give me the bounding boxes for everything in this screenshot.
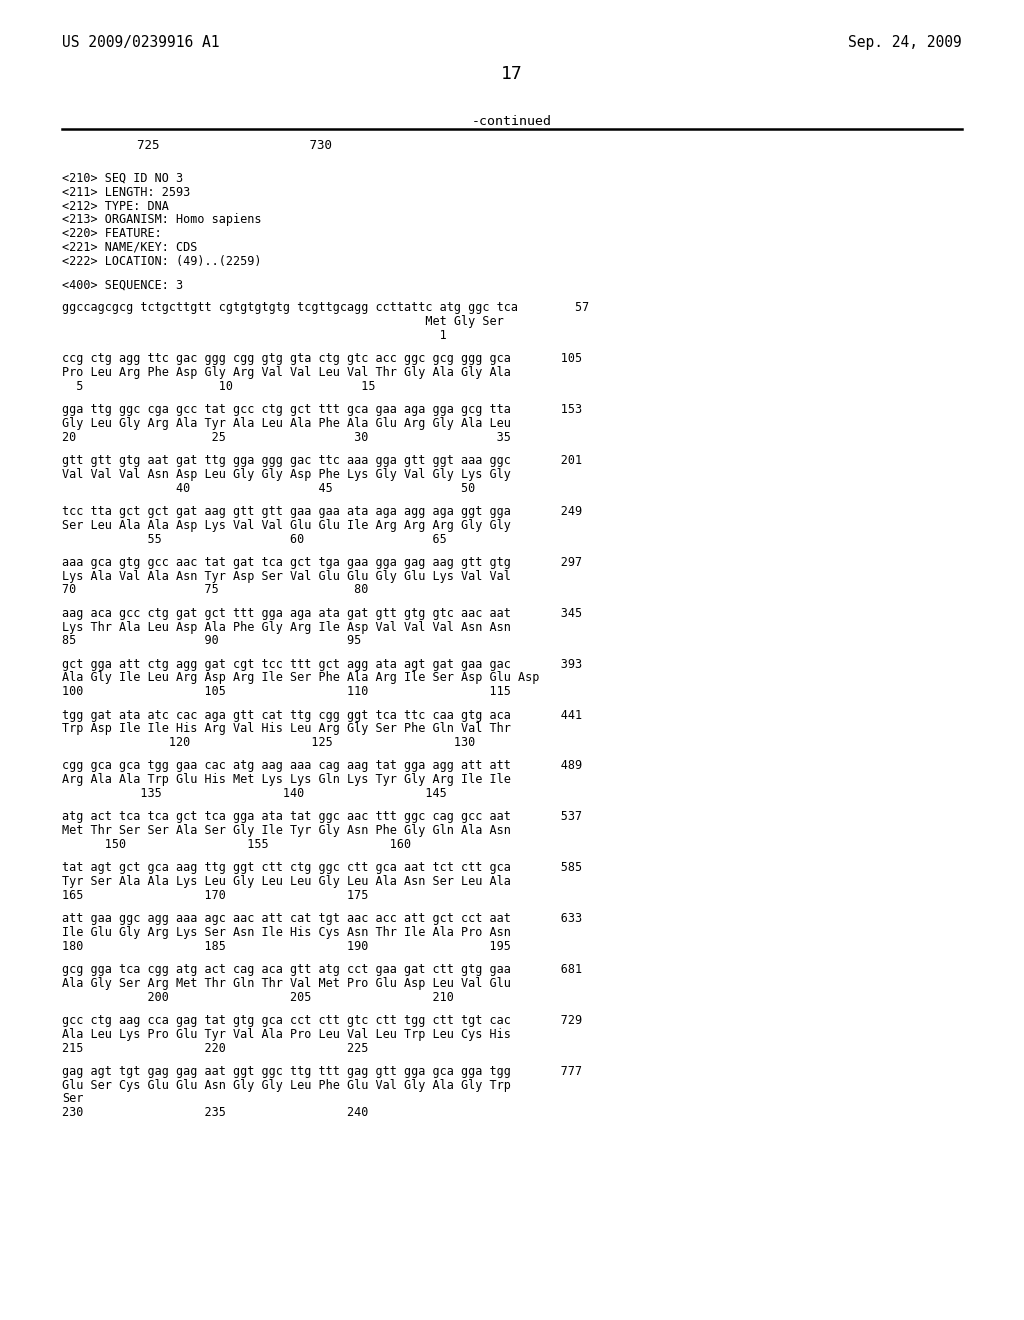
Text: gcc ctg aag cca gag tat gtg gca cct ctt gtc ctt tgg ctt tgt cac       729: gcc ctg aag cca gag tat gtg gca cct ctt … — [62, 1014, 582, 1027]
Text: tcc tta gct gct gat aag gtt gtt gaa gaa ata aga agg aga ggt gga       249: tcc tta gct gct gat aag gtt gtt gaa gaa … — [62, 506, 582, 517]
Text: Met Gly Ser: Met Gly Ser — [62, 315, 504, 329]
Text: 20                   25                  30                  35: 20 25 30 35 — [62, 430, 511, 444]
Text: 215                 220                 225: 215 220 225 — [62, 1041, 369, 1055]
Text: <220> FEATURE:: <220> FEATURE: — [62, 227, 162, 240]
Text: Ser Leu Ala Ala Asp Lys Val Val Glu Glu Ile Arg Arg Arg Gly Gly: Ser Leu Ala Ala Asp Lys Val Val Glu Glu … — [62, 519, 511, 532]
Text: <210> SEQ ID NO 3: <210> SEQ ID NO 3 — [62, 172, 183, 185]
Text: Arg Ala Ala Trp Glu His Met Lys Lys Gln Lys Tyr Gly Arg Ile Ile: Arg Ala Ala Trp Glu His Met Lys Lys Gln … — [62, 774, 511, 787]
Text: tat agt gct gca aag ttg ggt ctt ctg ggc ctt gca aat tct ctt gca       585: tat agt gct gca aag ttg ggt ctt ctg ggc … — [62, 861, 582, 874]
Text: tgg gat ata atc cac aga gtt cat ttg cgg ggt tca ttc caa gtg aca       441: tgg gat ata atc cac aga gtt cat ttg cgg … — [62, 709, 582, 722]
Text: <222> LOCATION: (49)..(2259): <222> LOCATION: (49)..(2259) — [62, 255, 261, 268]
Text: Glu Ser Cys Glu Glu Asn Gly Gly Leu Phe Glu Val Gly Ala Gly Trp: Glu Ser Cys Glu Glu Asn Gly Gly Leu Phe … — [62, 1078, 511, 1092]
Text: atg act tca tca gct tca gga ata tat ggc aac ttt ggc cag gcc aat       537: atg act tca tca gct tca gga ata tat ggc … — [62, 810, 582, 824]
Text: Lys Thr Ala Leu Asp Ala Phe Gly Arg Ile Asp Val Val Val Asn Asn: Lys Thr Ala Leu Asp Ala Phe Gly Arg Ile … — [62, 620, 511, 634]
Text: Ser: Ser — [62, 1093, 83, 1105]
Text: 165                 170                 175: 165 170 175 — [62, 888, 369, 902]
Text: aaa gca gtg gcc aac tat gat tca gct tga gaa gga gag aag gtt gtg       297: aaa gca gtg gcc aac tat gat tca gct tga … — [62, 556, 582, 569]
Text: ccg ctg agg ttc gac ggg cgg gtg gta ctg gtc acc ggc gcg ggg gca       105: ccg ctg agg ttc gac ggg cgg gtg gta ctg … — [62, 352, 582, 366]
Text: Met Thr Ser Ser Ala Ser Gly Ile Tyr Gly Asn Phe Gly Gln Ala Asn: Met Thr Ser Ser Ala Ser Gly Ile Tyr Gly … — [62, 824, 511, 837]
Text: aag aca gcc ctg gat gct ttt gga aga ata gat gtt gtg gtc aac aat       345: aag aca gcc ctg gat gct ttt gga aga ata … — [62, 607, 582, 620]
Text: Ala Leu Lys Pro Glu Tyr Val Ala Pro Leu Val Leu Trp Leu Cys His: Ala Leu Lys Pro Glu Tyr Val Ala Pro Leu … — [62, 1028, 511, 1040]
Text: <211> LENGTH: 2593: <211> LENGTH: 2593 — [62, 186, 190, 199]
Text: ggccagcgcg tctgcttgtt cgtgtgtgtg tcgttgcagg ccttattc atg ggc tca        57: ggccagcgcg tctgcttgtt cgtgtgtgtg tcgttgc… — [62, 301, 589, 314]
Text: Ile Glu Gly Arg Lys Ser Asn Ile His Cys Asn Thr Ile Ala Pro Asn: Ile Glu Gly Arg Lys Ser Asn Ile His Cys … — [62, 927, 511, 939]
Text: 725                    730: 725 730 — [62, 139, 332, 152]
Text: att gaa ggc agg aaa agc aac att cat tgt aac acc att gct cct aat       633: att gaa ggc agg aaa agc aac att cat tgt … — [62, 912, 582, 925]
Text: gtt gtt gtg aat gat ttg gga ggg gac ttc aaa gga gtt ggt aaa ggc       201: gtt gtt gtg aat gat ttg gga ggg gac ttc … — [62, 454, 582, 467]
Text: gcg gga tca cgg atg act cag aca gtt atg cct gaa gat ctt gtg gaa       681: gcg gga tca cgg atg act cag aca gtt atg … — [62, 964, 582, 975]
Text: Tyr Ser Ala Ala Lys Leu Gly Leu Leu Gly Leu Ala Asn Ser Leu Ala: Tyr Ser Ala Ala Lys Leu Gly Leu Leu Gly … — [62, 875, 511, 888]
Text: gga ttg ggc cga gcc tat gcc ctg gct ttt gca gaa aga gga gcg tta       153: gga ttg ggc cga gcc tat gcc ctg gct ttt … — [62, 403, 582, 416]
Text: 200                 205                 210: 200 205 210 — [62, 991, 454, 1003]
Text: <213> ORGANISM: Homo sapiens: <213> ORGANISM: Homo sapiens — [62, 214, 261, 227]
Text: Val Val Val Asn Asp Leu Gly Gly Asp Phe Lys Gly Val Gly Lys Gly: Val Val Val Asn Asp Leu Gly Gly Asp Phe … — [62, 467, 511, 480]
Text: 120                 125                 130: 120 125 130 — [62, 737, 475, 750]
Text: <221> NAME/KEY: CDS: <221> NAME/KEY: CDS — [62, 242, 198, 253]
Text: 180                 185                 190                 195: 180 185 190 195 — [62, 940, 511, 953]
Text: 100                 105                 110                 115: 100 105 110 115 — [62, 685, 511, 698]
Text: 230                 235                 240: 230 235 240 — [62, 1106, 369, 1119]
Text: gag agt tgt gag gag aat ggt ggc ttg ttt gag gtt gga gca gga tgg       777: gag agt tgt gag gag aat ggt ggc ttg ttt … — [62, 1065, 582, 1078]
Text: cgg gca gca tgg gaa cac atg aag aaa cag aag tat gga agg att att       489: cgg gca gca tgg gaa cac atg aag aaa cag … — [62, 759, 582, 772]
Text: Ala Gly Ile Leu Arg Asp Arg Ile Ser Phe Ala Arg Ile Ser Asp Glu Asp: Ala Gly Ile Leu Arg Asp Arg Ile Ser Phe … — [62, 672, 540, 685]
Text: 135                 140                 145: 135 140 145 — [62, 787, 446, 800]
Text: 55                  60                  65: 55 60 65 — [62, 532, 446, 545]
Text: 85                  90                  95: 85 90 95 — [62, 635, 361, 647]
Text: Ala Gly Ser Arg Met Thr Gln Thr Val Met Pro Glu Asp Leu Val Glu: Ala Gly Ser Arg Met Thr Gln Thr Val Met … — [62, 977, 511, 990]
Text: Gly Leu Gly Arg Ala Tyr Ala Leu Ala Phe Ala Glu Arg Gly Ala Leu: Gly Leu Gly Arg Ala Tyr Ala Leu Ala Phe … — [62, 417, 511, 430]
Text: Sep. 24, 2009: Sep. 24, 2009 — [848, 36, 962, 50]
Text: gct gga att ctg agg gat cgt tcc ttt gct agg ata agt gat gaa gac       393: gct gga att ctg agg gat cgt tcc ttt gct … — [62, 657, 582, 671]
Text: 1: 1 — [62, 329, 446, 342]
Text: -continued: -continued — [472, 115, 552, 128]
Text: 5                   10                  15: 5 10 15 — [62, 380, 376, 393]
Text: Lys Ala Val Ala Asn Tyr Asp Ser Val Glu Glu Gly Glu Lys Val Val: Lys Ala Val Ala Asn Tyr Asp Ser Val Glu … — [62, 570, 511, 582]
Text: 70                  75                   80: 70 75 80 — [62, 583, 369, 597]
Text: Trp Asp Ile Ile His Arg Val His Leu Arg Gly Ser Phe Gln Val Thr: Trp Asp Ile Ile His Arg Val His Leu Arg … — [62, 722, 511, 735]
Text: 17: 17 — [501, 65, 523, 83]
Text: 150                 155                 160: 150 155 160 — [62, 838, 411, 851]
Text: <400> SEQUENCE: 3: <400> SEQUENCE: 3 — [62, 279, 183, 292]
Text: <212> TYPE: DNA: <212> TYPE: DNA — [62, 199, 169, 213]
Text: 40                  45                  50: 40 45 50 — [62, 482, 475, 495]
Text: Pro Leu Arg Phe Asp Gly Arg Val Val Leu Val Thr Gly Ala Gly Ala: Pro Leu Arg Phe Asp Gly Arg Val Val Leu … — [62, 366, 511, 379]
Text: US 2009/0239916 A1: US 2009/0239916 A1 — [62, 36, 219, 50]
